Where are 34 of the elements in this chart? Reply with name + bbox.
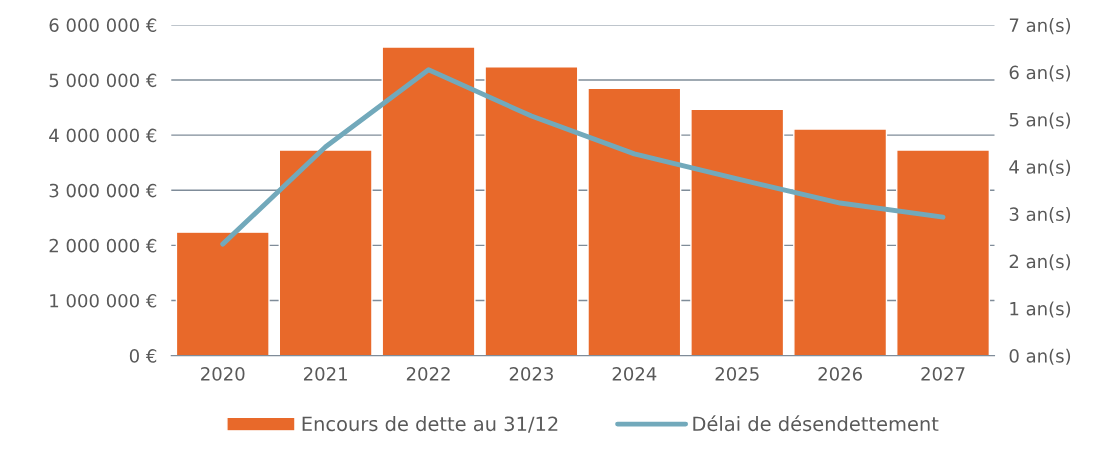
y2-tick-label: 3 an(s) bbox=[1009, 207, 1071, 224]
x-tick-label: 2024 bbox=[612, 367, 657, 381]
x-tick-label: 2023 bbox=[509, 367, 553, 381]
y2-tick-label: 6 an(s) bbox=[1009, 65, 1071, 82]
x-tick-label: 2025 bbox=[715, 367, 759, 381]
y2-tick-label: 7 an(s) bbox=[1009, 18, 1071, 35]
y2-tick-label: 5 an(s) bbox=[1009, 112, 1071, 129]
y2-tick-label: 0 an(s) bbox=[1009, 348, 1071, 365]
y-tick-label: 4 000 000 € bbox=[49, 128, 157, 143]
bar bbox=[793, 128, 888, 356]
x-tick-label: 2022 bbox=[406, 367, 450, 381]
y-tick-label: 6 000 000 € bbox=[49, 18, 157, 33]
y-tick-label: 1 000 000 € bbox=[50, 293, 157, 308]
x-tick-label: 2020 bbox=[201, 367, 245, 381]
y2-tick-label: 1 an(s) bbox=[1010, 301, 1071, 318]
bar bbox=[587, 87, 682, 356]
x-tick-label: 2026 bbox=[818, 367, 862, 381]
y2-tick-label: 2 an(s) bbox=[1009, 254, 1071, 271]
y-tick-label: 2 000 000 € bbox=[49, 238, 157, 253]
y2-tick-label: 4 an(s) bbox=[1009, 159, 1071, 176]
bar bbox=[381, 46, 476, 356]
y-tick-label: 3 000 000 € bbox=[49, 183, 157, 198]
x-tick-label: 2021 bbox=[303, 367, 347, 381]
bar bbox=[175, 231, 270, 356]
bar bbox=[484, 66, 579, 356]
bar bbox=[690, 108, 785, 356]
line-series bbox=[220, 67, 946, 247]
y-tick-label: 5 000 000 € bbox=[49, 73, 157, 88]
bar bbox=[896, 149, 991, 356]
legend-label: Délai de désendettement bbox=[693, 415, 939, 432]
bar bbox=[278, 149, 373, 356]
y-tick-label: 0 € bbox=[129, 349, 157, 363]
legend-label: Encours de dette au 31/12 bbox=[302, 416, 558, 433]
x-tick-label: 2027 bbox=[921, 367, 965, 381]
